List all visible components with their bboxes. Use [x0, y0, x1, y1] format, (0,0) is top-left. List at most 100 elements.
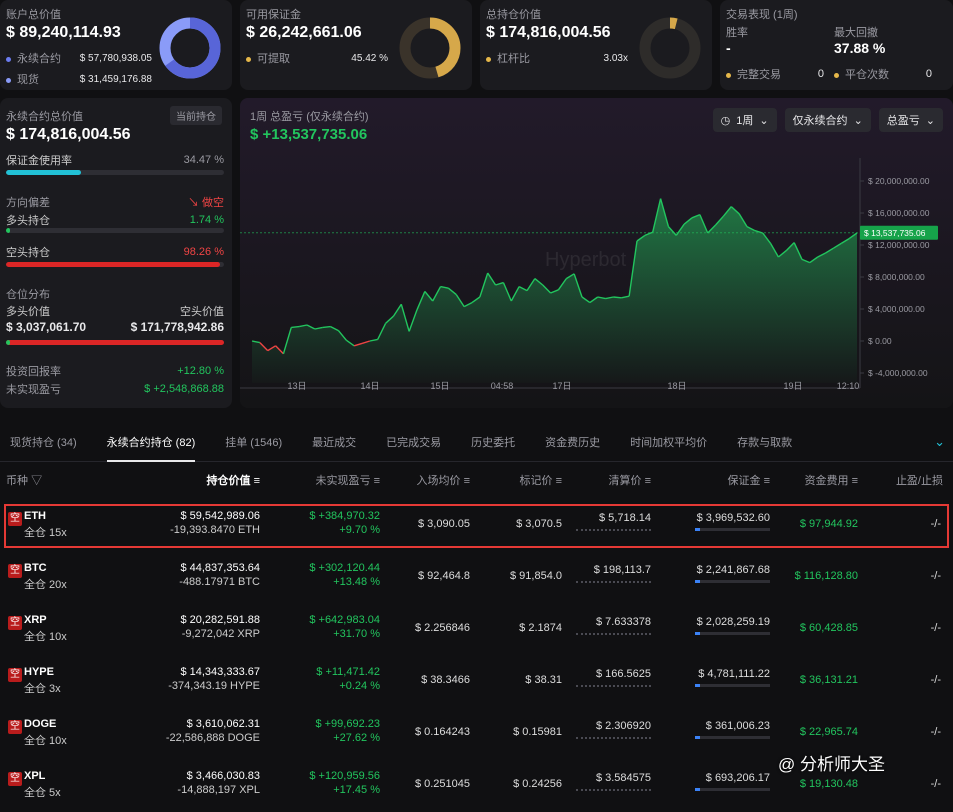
- pnl-line-segment: [377, 323, 387, 340]
- tpsl-value[interactable]: -/-: [930, 674, 941, 686]
- sort-icon: ≡: [763, 475, 770, 487]
- pnl-line-segment: [793, 242, 803, 260]
- upnl-value: $ +642,983.04: [309, 614, 380, 626]
- margin-usage-label: 保证金使用率: [6, 155, 72, 167]
- short-value-label: 空头价值: [180, 306, 224, 318]
- coin-symbol[interactable]: BTC: [24, 562, 47, 574]
- margin-bar: [695, 528, 770, 531]
- filter-icon: ▽: [31, 475, 43, 487]
- pnl-area-chart: Hyperbot $ 20,000,000.00 $ 16,000,000.00 $ …: [240, 158, 938, 391]
- footer-watermark: @ 分析师大圣: [778, 755, 885, 774]
- tpsl-value[interactable]: -/-: [930, 778, 941, 790]
- coin-symbol[interactable]: ETH: [24, 510, 46, 522]
- table-row[interactable]: 空 HYPE 全仓 3x $ 14,343,333.67 -374,343.19…: [0, 656, 953, 708]
- upnl-label: 未实现盈亏: [6, 384, 61, 396]
- pnl-line-segment: [667, 226, 677, 236]
- perp-label: 永续合约: [17, 53, 61, 65]
- pnl-line-segment: [777, 250, 787, 258]
- upnl-value: $ +120,959.56: [309, 770, 380, 782]
- leverage-label: 杠杆比: [497, 53, 530, 65]
- sort-icon: ≡: [463, 475, 470, 487]
- table-row[interactable]: 空 ETH 全仓 15x $ 59,542,989.06 -19,393.847…: [0, 500, 953, 552]
- sort-icon: ≡: [555, 475, 562, 487]
- pnl-line-segment: [825, 247, 834, 254]
- tab-open-orders[interactable]: 挂单 (1546): [225, 436, 283, 449]
- withdrawable-value: 45.42 %: [351, 52, 388, 64]
- tab-twap[interactable]: 时间加权平均价: [630, 436, 708, 449]
- x-tick-label: 18日: [667, 381, 686, 391]
- pnl-line-segment: [306, 324, 316, 330]
- col-coin[interactable]: 币种 ▽: [6, 475, 43, 487]
- tab-closed-trades[interactable]: 已完成交易: [386, 436, 442, 449]
- position-qty: -14,888,197 XPL: [177, 784, 260, 796]
- metric-select[interactable]: 总盈亏 ⌄: [878, 108, 943, 132]
- pnl-line-segment: [738, 213, 748, 227]
- account-value-label: 账户总价值: [6, 9, 61, 21]
- upnl-value: $ +99,692.23: [315, 718, 380, 730]
- position-value: $ 44,837,353.64: [180, 562, 260, 574]
- col-entry[interactable]: 入场均价 ≡: [416, 475, 470, 487]
- liq-price: $ 2.306920: [595, 720, 651, 732]
- mark-price: $ 2.1874: [519, 622, 562, 634]
- tab-spot[interactable]: 现货持仓 (34): [10, 436, 77, 449]
- coin-symbol[interactable]: XRP: [24, 614, 47, 626]
- leverage-row: 杠杆比 3.03x: [486, 50, 628, 66]
- table-header: 币种 ▽ 持仓价值 ≡ 未实现盈亏 ≡ 入场均价 ≡ 标记价 ≡ 清算价 ≡ 保…: [0, 462, 953, 498]
- tpsl-value[interactable]: -/-: [930, 570, 941, 582]
- current-value-label: $ 13,537,735.06: [864, 228, 926, 238]
- tab-order-history[interactable]: 历史委托: [471, 436, 516, 449]
- pnl-line-segment: [361, 340, 371, 345]
- scope-select[interactable]: 仅永续合约 ⌄: [784, 108, 871, 132]
- tpsl-value[interactable]: -/-: [930, 518, 941, 530]
- current-value-tag: [860, 225, 938, 240]
- short-value: 98.26 %: [183, 246, 224, 258]
- tab-funding-history[interactable]: 资金费历史: [545, 436, 601, 449]
- period-select[interactable]: ◷ 1周 ⌄: [712, 108, 777, 132]
- liq-price: $ 5,718.14: [599, 512, 651, 524]
- perp-summary-panel: 永续合约总价值 当前持仓 $ 174,816,004.56 保证金使用率 34.4…: [0, 98, 232, 408]
- table-row[interactable]: 空 BTC 全仓 20x $ 44,837,353.64 -488.17971 …: [0, 552, 953, 604]
- expand-chevron-icon[interactable]: ⌄: [934, 434, 945, 449]
- tab-recent-fills[interactable]: 最近成交: [312, 436, 357, 449]
- tpsl-value[interactable]: -/-: [930, 622, 941, 634]
- col-funding[interactable]: 资金费用 ≡: [804, 475, 858, 487]
- closed-trades-row: 完整交易 0: [726, 66, 824, 82]
- coin-symbol[interactable]: DOGE: [24, 718, 57, 730]
- long-bar: [6, 228, 224, 233]
- leverage: 全仓 10x: [24, 631, 67, 643]
- funding-value: $ 97,944.92: [799, 518, 858, 530]
- account-breakdown: 永续合约 $ 57,780,938.05 现货 $ 31,459,176.88: [6, 50, 152, 87]
- withdrawable-label: 可提取: [257, 53, 290, 65]
- col-value[interactable]: 持仓价值 ≡: [206, 475, 260, 487]
- pnl-line-segment: [589, 296, 599, 304]
- withdrawable-dot: [246, 56, 251, 62]
- tab-perp[interactable]: 永续合约持仓 (82): [106, 424, 196, 462]
- funding-value: $ 19,130.48: [799, 778, 858, 790]
- pnl-line-segment: [502, 282, 512, 302]
- tab-deposits[interactable]: 存款与取款: [737, 436, 793, 449]
- pnl-line-segment: [550, 289, 559, 294]
- pnl-line-segment: [840, 238, 850, 244]
- chevron-down-icon: ⌄: [759, 114, 769, 127]
- margin-label: 可用保证金: [246, 9, 301, 21]
- col-tpsl: 止盈/止损: [895, 475, 943, 487]
- col-upnl[interactable]: 未实现盈亏 ≡: [315, 475, 380, 487]
- col-margin[interactable]: 保证金 ≡: [727, 475, 770, 487]
- pnl-line-segment: [762, 232, 772, 244]
- margin-value: $ 2,028,259.19: [696, 616, 770, 628]
- table-row[interactable]: 空 DOGE 全仓 10x $ 3,610,062.31 -22,586,888…: [0, 708, 953, 760]
- upnl-percent: +17.45 %: [333, 784, 380, 796]
- closed-value: 0: [817, 68, 824, 80]
- tpsl-value[interactable]: -/-: [930, 726, 941, 738]
- table-row[interactable]: 空 XRP 全仓 10x $ 20,282,591.88 -9,272,042 …: [0, 604, 953, 656]
- liq-cell: $ 3.584575: [576, 772, 651, 791]
- margin-donut: [399, 17, 461, 79]
- short-tag: 空: [8, 668, 22, 682]
- long-value-label: 多头价值: [6, 306, 50, 318]
- coin-symbol[interactable]: XPL: [24, 770, 46, 782]
- col-liq[interactable]: 清算价 ≡: [608, 475, 651, 487]
- coin-symbol[interactable]: HYPE: [24, 666, 54, 678]
- col-mark[interactable]: 标记价 ≡: [519, 475, 562, 487]
- x-tick-label: 15日: [430, 381, 449, 391]
- distribution-labels: 多头价值 空头价值: [6, 303, 224, 319]
